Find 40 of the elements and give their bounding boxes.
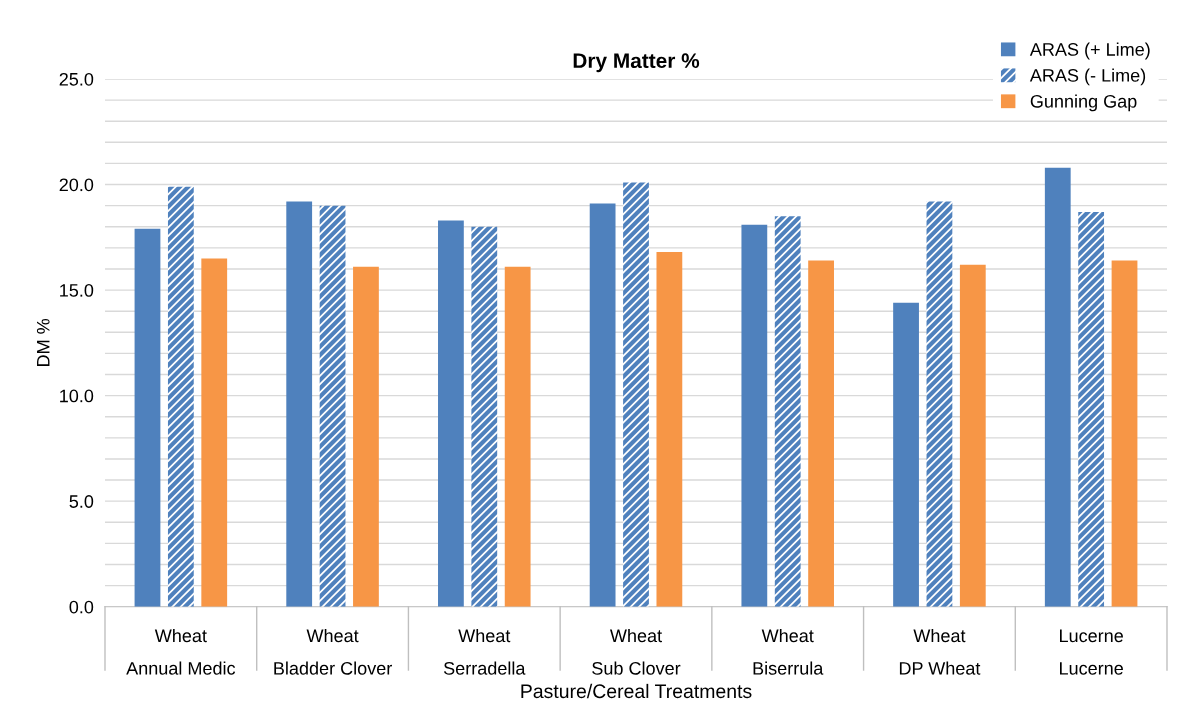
y-tick-label: 20.0 (59, 178, 94, 192)
bar (774, 216, 801, 607)
x-tick-label: Lucerne Lucerne (1060, 629, 1123, 675)
bar (959, 264, 986, 607)
legend-label: ARAS (- Lime) (1029, 68, 1146, 86)
bar (319, 205, 346, 607)
x-axis-title: Pasture/Cereal Treatments (521, 683, 752, 699)
y-tick-label: 10.0 (60, 389, 94, 403)
legend-label: Gunning Gap (1030, 94, 1137, 112)
bar (741, 224, 768, 607)
bar (589, 203, 616, 607)
bar (656, 252, 683, 607)
x-tick-label: Wheat Sub Clover (592, 628, 681, 675)
x-tick-label: Wheat Serradella (443, 628, 526, 675)
bar (1078, 211, 1105, 607)
chart-title: Dry Matter % (573, 53, 700, 73)
bar (623, 182, 649, 607)
bar (201, 258, 228, 607)
y-tick-label: 15.0 (60, 284, 94, 297)
bar (808, 260, 834, 607)
bar (286, 201, 313, 607)
y-tick-label: 0.0 (69, 600, 94, 614)
x-tick-label: Wheat DP Wheat (899, 628, 981, 675)
x-tick-label: Wheat Bladder Clover (274, 628, 392, 675)
bar (1111, 260, 1138, 607)
bar (1044, 167, 1071, 607)
bar (134, 228, 161, 607)
y-axis-title: DM % (36, 318, 50, 366)
y-tick-label: 25.0 (59, 72, 94, 86)
x-tick-label: Wheat Annual Medic (126, 628, 236, 675)
bar (353, 266, 379, 607)
bar (438, 220, 464, 607)
bar (893, 302, 919, 607)
bar (167, 186, 194, 607)
bar (471, 226, 498, 607)
legend-label: ARAS (+ Lime) (1029, 42, 1150, 60)
bar (926, 201, 953, 607)
y-tick-label: 5.0 (69, 495, 94, 508)
x-tick-label: Wheat Biserrula (753, 628, 824, 675)
bar (504, 266, 531, 607)
